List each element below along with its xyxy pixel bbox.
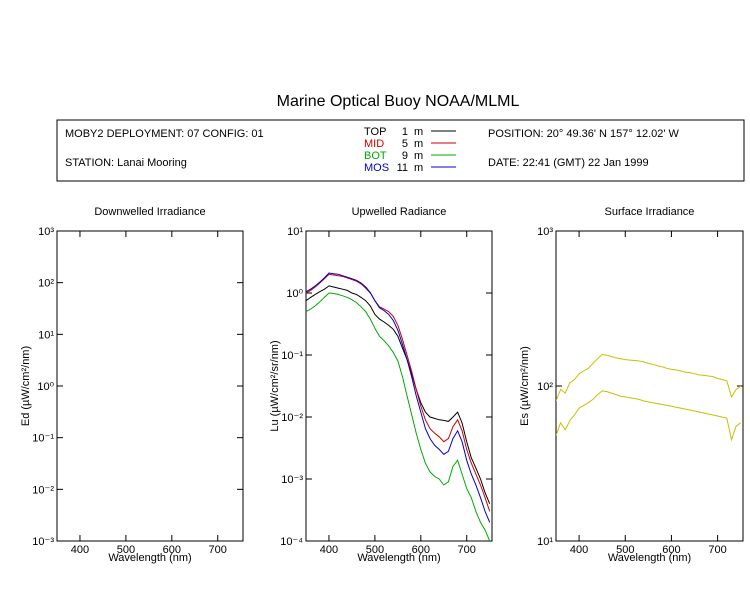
chart-title: Downwelled Irradiance (94, 206, 205, 218)
legend-name-bot: BOT (364, 150, 387, 162)
deployment-text: MOBY2 DEPLOYMENT: 07 CONFIG: 01 (65, 128, 264, 140)
series-line-bot (306, 292, 491, 541)
series-line-top (306, 285, 491, 504)
y-axis-label: Ed (µW/cm²/nm) (20, 346, 32, 426)
chart-panel-2: Upwelled Radiance 10⁻⁴ 10⁻³ 10⁻² 10⁻¹ 10⁰ 10¹ 4… (269, 206, 493, 564)
series-line-2 (556, 390, 742, 442)
y-tick-label: 10³ (38, 226, 54, 238)
y-tick-label: 10⁻³ (281, 474, 303, 486)
x-tick-label: 500 (616, 544, 634, 556)
y-axis-label: Lu (µW/cm²/sr/nm) (269, 340, 281, 431)
x-tick-label: 500 (366, 544, 384, 556)
legend-unit: m (414, 126, 423, 138)
station-text: STATION: Lanai Mooring (65, 157, 187, 169)
series-line-1 (556, 353, 742, 402)
x-tick-label: 700 (209, 544, 227, 556)
x-axis-label: Wavelength (nm) (108, 552, 191, 564)
y-tick-label: 10⁻¹ (32, 433, 54, 445)
chart-title: Upwelled Radiance (352, 206, 447, 218)
y-tick-label: 10⁻² (32, 484, 54, 496)
legend-name-top: TOP (364, 126, 386, 138)
x-tick-label: 700 (708, 544, 726, 556)
plot-frame (555, 230, 744, 542)
x-tick-label: 500 (117, 544, 135, 556)
legend-unit: m (414, 150, 423, 162)
x-axis-label: Wavelength (nm) (608, 552, 691, 564)
plot-frame (305, 230, 493, 542)
y-tick-label: 10⁻² (281, 412, 303, 424)
figure-title: Marine Optical Buoy NOAA/MLML (277, 93, 520, 110)
legend-name-mid: MID (364, 138, 384, 150)
legend-unit: m (414, 138, 423, 150)
legend-depth: 1 (402, 126, 408, 138)
x-tick-label: 600 (662, 544, 680, 556)
series-line-mos (306, 272, 491, 523)
y-tick-label: 10⁰ (37, 381, 54, 393)
x-tick-label: 400 (71, 544, 89, 556)
series-line-mid (306, 273, 491, 512)
legend-name-mos: MOS (364, 162, 389, 174)
y-tick-label: 10² (537, 381, 553, 393)
legend-depth: 11 (397, 162, 408, 174)
chart-panel-3: Surface Irradiance 10¹ 10² 10³ 400 500 600 700 W… (519, 206, 744, 564)
y-tick-label: 10¹ (537, 536, 553, 548)
charts: Downwelled Irradiance 10⁻³ 10⁻² 10⁻¹ 10⁰ 10¹ 1… (20, 206, 744, 564)
legend-unit: m (414, 162, 423, 174)
x-tick-label: 400 (320, 544, 338, 556)
y-tick-label: 10⁻⁴ (280, 536, 303, 548)
y-tick-label: 10¹ (287, 226, 303, 238)
legend-depth: 5 (402, 138, 408, 150)
x-tick-label: 600 (412, 544, 430, 556)
info-box-frame (56, 119, 745, 182)
date-text: DATE: 22:41 (GMT) 22 Jan 1999 (488, 157, 649, 169)
y-axis-label: Es (µW/cm²/nm) (519, 346, 531, 426)
position-text: POSITION: 20° 49.36' N 157° 12.02' W (488, 128, 680, 140)
x-tick-label: 400 (570, 544, 588, 556)
y-tick-label: 10¹ (38, 329, 54, 341)
y-tick-label: 10⁻³ (32, 536, 54, 548)
chart-panel-1: Downwelled Irradiance 10⁻³ 10⁻² 10⁻¹ 10⁰ 10¹ 1… (20, 206, 244, 564)
y-tick-label: 10³ (537, 226, 553, 238)
legend-depth: 9 (402, 150, 408, 162)
x-tick-label: 700 (458, 544, 476, 556)
x-tick-label: 600 (163, 544, 181, 556)
y-tick-label: 10² (38, 278, 54, 290)
x-axis-label: Wavelength (nm) (357, 552, 440, 564)
y-tick-label: 10⁰ (286, 288, 303, 300)
plot-frame (56, 230, 244, 542)
y-tick-label: 10⁻¹ (281, 350, 303, 362)
chart-title: Surface Irradiance (605, 206, 695, 218)
info-box: MOBY2 DEPLOYMENT: 07 CONFIG: 01 STATION:… (56, 119, 745, 182)
